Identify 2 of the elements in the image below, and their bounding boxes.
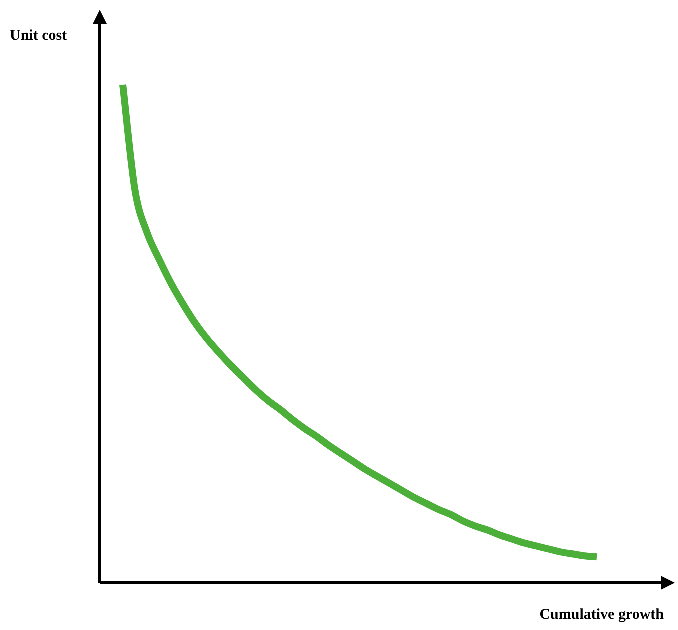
y-axis-title: Unit cost — [10, 28, 68, 45]
x-axis-title: Cumulative growth — [540, 607, 664, 624]
